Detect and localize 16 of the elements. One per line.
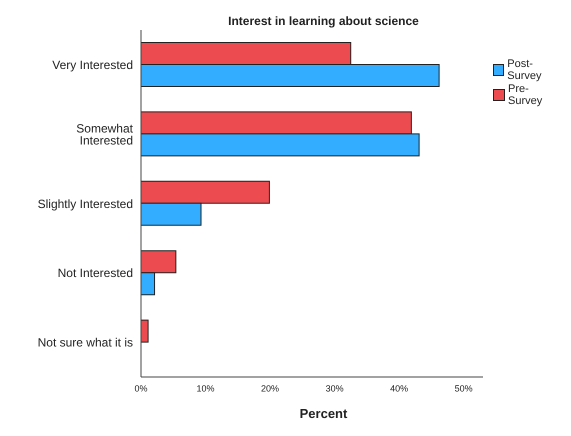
y-tick-label: Somewhat Interested bbox=[76, 121, 134, 148]
legend-label: Post-Survey bbox=[507, 58, 543, 82]
x-tick-label: 0% bbox=[134, 383, 148, 394]
y-tick-label: Not sure what it is bbox=[38, 336, 133, 350]
x-tick-label: 30% bbox=[326, 383, 344, 394]
bar bbox=[141, 320, 149, 343]
x-tick-label: 20% bbox=[261, 383, 280, 394]
x-axis-title: Percent bbox=[298, 406, 348, 421]
chart-title: Interest in learning about science bbox=[227, 14, 420, 28]
x-tick-label: 10% bbox=[196, 383, 215, 394]
x-tick-label: 40% bbox=[390, 383, 408, 394]
legend-label: Pre-Survey bbox=[508, 83, 544, 107]
y-tick-label: Slightly Interested bbox=[38, 196, 133, 211]
y-tick-label: Very Interested bbox=[52, 58, 133, 72]
y-tick-label: Not Interested bbox=[58, 266, 133, 280]
x-tick-label: 50% bbox=[454, 383, 473, 394]
